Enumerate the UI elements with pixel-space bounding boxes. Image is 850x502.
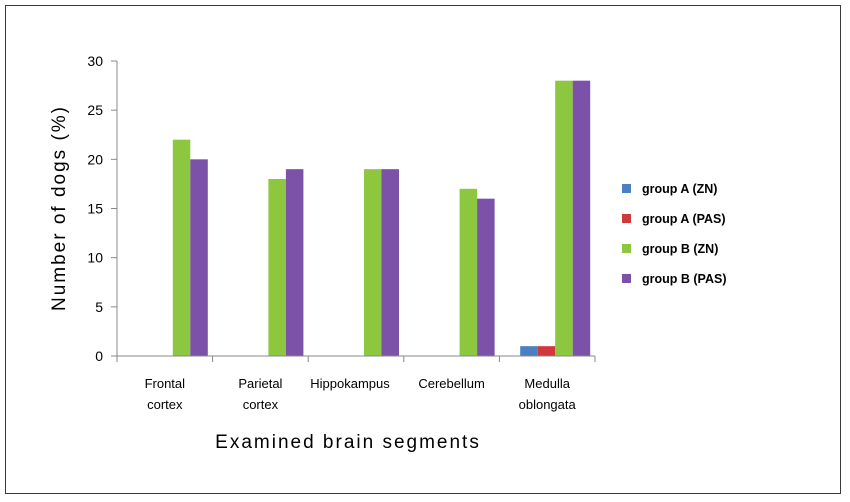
- bar-4-2: [285, 169, 304, 356]
- legend: group A (ZN) group A (PAS) group B (ZN) gro…: [622, 182, 726, 286]
- y-tick-label: 20: [87, 151, 103, 167]
- x-tick-label: Frontal: [145, 376, 186, 391]
- x-axis-title: Examined brain segments: [215, 432, 481, 453]
- legend-label-4: group B (PAS): [642, 272, 726, 286]
- x-tick-label: cortex: [147, 397, 183, 412]
- bar-4-4: [477, 198, 495, 356]
- bar-3-1: [172, 139, 191, 356]
- legend-swatch-2: [622, 214, 631, 223]
- legend-swatch-4: [622, 274, 631, 283]
- x-tick-label: Hippokampus: [310, 376, 390, 391]
- x-tick-label: cortex: [243, 397, 279, 412]
- y-tick-label: 5: [95, 299, 103, 315]
- y-tick-label: 15: [87, 201, 103, 217]
- x-tick-label: Parietal: [238, 376, 282, 391]
- bar-4-3: [381, 169, 399, 356]
- legend-swatch-1: [622, 184, 631, 193]
- legend-swatch-3: [622, 244, 631, 253]
- x-tick-label: Medulla: [524, 376, 570, 391]
- legend-label-3: group B (ZN): [642, 242, 718, 256]
- axes-layer: [111, 60, 596, 362]
- labels-layer: 0 5 10 15 20 25 30 Frontal cortex Parietal cortex H…: [87, 53, 576, 412]
- y-tick-label: 25: [87, 102, 103, 118]
- bar-3-3: [364, 169, 382, 356]
- y-axis-title: Number of dogs (%): [49, 105, 70, 311]
- bar-3-4: [459, 188, 478, 356]
- bar-4-5: [572, 80, 591, 357]
- bar-4-1: [190, 159, 208, 356]
- y-tick-label: 0: [95, 348, 103, 364]
- legend-label-1: group A (ZN): [642, 182, 717, 196]
- chart-frame: [5, 5, 841, 494]
- bars-layer: [172, 80, 591, 357]
- x-tick-label: oblongata: [519, 397, 577, 412]
- bar-3-2: [268, 179, 286, 356]
- legend-label-2: group A (PAS): [642, 212, 726, 226]
- bar-2-5: [537, 346, 556, 356]
- bar-3-5: [555, 80, 573, 357]
- y-tick-label: 30: [87, 53, 103, 69]
- y-tick-label: 10: [87, 250, 103, 266]
- bar-1-5: [520, 346, 538, 356]
- x-tick-label: Cerebellum: [418, 376, 484, 391]
